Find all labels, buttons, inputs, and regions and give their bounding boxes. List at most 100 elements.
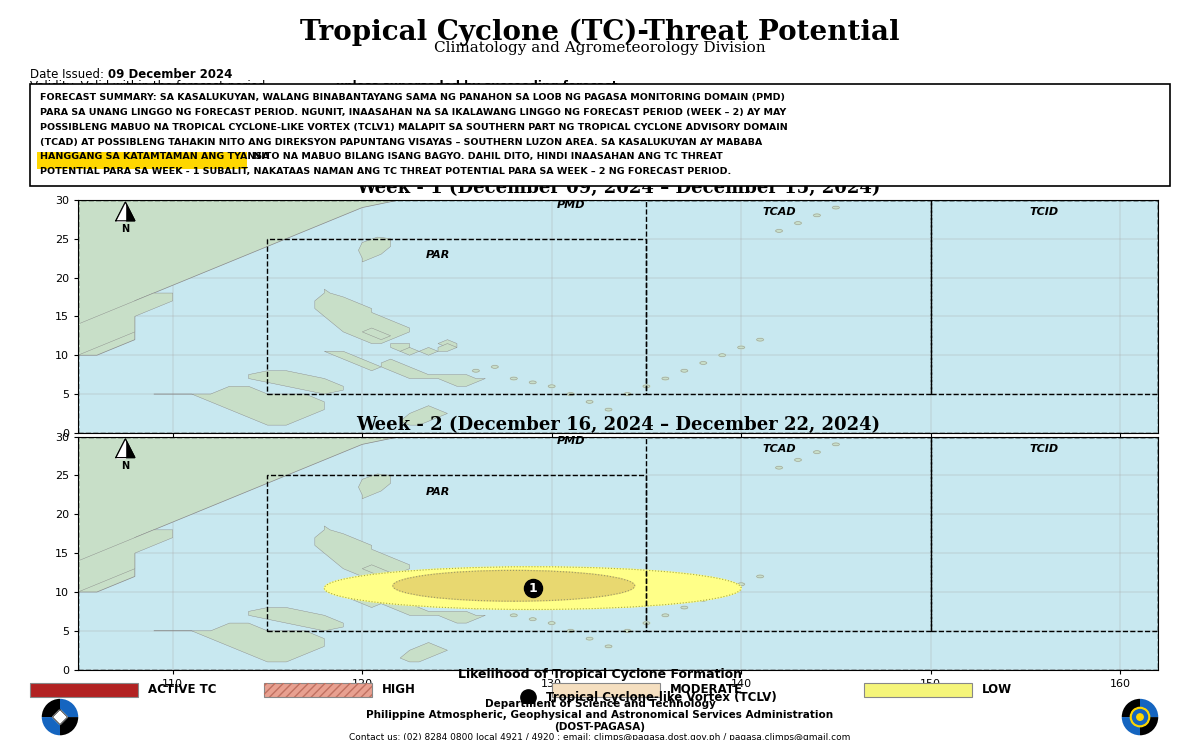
Circle shape	[529, 618, 536, 621]
Wedge shape	[60, 699, 78, 717]
Bar	[552, 683, 660, 697]
Circle shape	[833, 206, 839, 209]
Ellipse shape	[324, 567, 742, 610]
Polygon shape	[248, 608, 343, 630]
Text: Department of Science and Technology: Department of Science and Technology	[485, 699, 715, 710]
Bar	[647, 437, 931, 630]
Text: Validity: Valid within the forecast period,: Validity: Valid within the forecast peri…	[30, 80, 272, 93]
Text: N: N	[121, 461, 130, 471]
Circle shape	[510, 614, 517, 616]
Circle shape	[473, 369, 479, 372]
Circle shape	[1136, 714, 1144, 720]
Circle shape	[568, 393, 574, 395]
Text: TCID: TCID	[1030, 207, 1058, 218]
Circle shape	[757, 575, 763, 578]
Circle shape	[662, 614, 668, 616]
Circle shape	[643, 622, 650, 625]
Polygon shape	[391, 343, 409, 352]
Text: LOW: LOW	[982, 684, 1012, 696]
Circle shape	[757, 338, 763, 341]
Text: unless superseded by succeeding forecast.: unless superseded by succeeding forecast…	[336, 80, 622, 93]
Text: PMD: PMD	[557, 437, 584, 446]
Circle shape	[548, 622, 556, 625]
Polygon shape	[116, 202, 125, 221]
Polygon shape	[438, 576, 457, 585]
Circle shape	[586, 637, 593, 640]
Circle shape	[624, 630, 631, 632]
Text: POSSIBLENG MABUO NA TROPICAL CYCLONE-LIKE VORTEX (TCLV1) MALAPIT SA SOUTHERN PAR: POSSIBLENG MABUO NA TROPICAL CYCLONE-LIK…	[40, 123, 787, 132]
Polygon shape	[382, 596, 485, 623]
Text: PAR: PAR	[426, 487, 450, 497]
Polygon shape	[116, 439, 125, 457]
Wedge shape	[42, 717, 60, 736]
Bar	[264, 683, 372, 697]
Ellipse shape	[392, 571, 635, 601]
Polygon shape	[419, 585, 438, 592]
Text: ACTIVE TC: ACTIVE TC	[148, 684, 216, 696]
Text: (TCAD) AT POSSIBLENG TAHAKIN NITO ANG DIREKSYON PAPUNTANG VISAYAS – SOUTHERN LUZ: (TCAD) AT POSSIBLENG TAHAKIN NITO ANG DI…	[40, 138, 762, 147]
Polygon shape	[314, 526, 409, 580]
Polygon shape	[419, 348, 438, 355]
Polygon shape	[116, 439, 134, 457]
Text: MODERATE: MODERATE	[670, 684, 743, 696]
Text: PAR: PAR	[426, 250, 450, 260]
Polygon shape	[400, 348, 419, 355]
Text: Date Issued:: Date Issued:	[30, 68, 108, 81]
Polygon shape	[116, 202, 134, 221]
Circle shape	[492, 602, 498, 605]
Circle shape	[529, 381, 536, 384]
Title: Week - 2 (December 16, 2024 – December 22, 2024): Week - 2 (December 16, 2024 – December 2…	[356, 416, 880, 434]
Circle shape	[662, 377, 668, 380]
Wedge shape	[60, 717, 78, 736]
Bar	[268, 475, 647, 630]
Bar	[931, 200, 1158, 394]
Circle shape	[814, 214, 821, 217]
Polygon shape	[78, 293, 173, 355]
Bar	[268, 239, 647, 394]
Polygon shape	[362, 328, 391, 340]
Polygon shape	[314, 289, 409, 343]
Bar	[647, 200, 931, 394]
Circle shape	[719, 354, 726, 357]
Text: TCAD: TCAD	[762, 207, 796, 218]
Text: PMD: PMD	[557, 200, 584, 209]
Circle shape	[719, 591, 726, 593]
Circle shape	[510, 377, 517, 380]
Polygon shape	[382, 359, 485, 386]
Wedge shape	[1140, 717, 1158, 736]
Circle shape	[814, 451, 821, 454]
Circle shape	[738, 583, 744, 585]
Bar	[864, 683, 972, 697]
Circle shape	[586, 400, 593, 403]
Polygon shape	[78, 530, 173, 592]
Text: HIGH: HIGH	[382, 684, 415, 696]
Circle shape	[624, 393, 631, 395]
Text: TCAD: TCAD	[762, 444, 796, 454]
Polygon shape	[154, 386, 324, 425]
Wedge shape	[1122, 699, 1140, 717]
Title: Week - 1 (December 09, 2024 – December 15, 2024): Week - 1 (December 09, 2024 – December 1…	[356, 179, 880, 197]
Wedge shape	[42, 699, 60, 717]
Circle shape	[794, 222, 802, 224]
Circle shape	[1133, 710, 1147, 724]
Circle shape	[680, 606, 688, 609]
Text: N: N	[121, 224, 130, 234]
Circle shape	[1130, 707, 1150, 727]
Polygon shape	[438, 343, 457, 352]
Polygon shape	[78, 184, 400, 355]
Text: Philippine Atmospheric, Geophysical and Astronomical Services Administration: Philippine Atmospheric, Geophysical and …	[366, 710, 834, 721]
Bar	[931, 437, 1158, 630]
Polygon shape	[400, 406, 448, 425]
Circle shape	[605, 645, 612, 648]
Circle shape	[775, 229, 782, 232]
Wedge shape	[1122, 717, 1140, 736]
Wedge shape	[1140, 699, 1158, 717]
Text: Climatology and Agrometeorology Division: Climatology and Agrometeorology Division	[434, 41, 766, 55]
Text: HANGGANG SA KATAMTAMAN ANG TYANSA: HANGGANG SA KATAMTAMAN ANG TYANSA	[40, 152, 269, 161]
Text: POTENTIAL PARA SA WEEK - 1 SUBALIT, NAKATAAS NAMAN ANG TC THREAT POTENTIAL PARA : POTENTIAL PARA SA WEEK - 1 SUBALIT, NAKA…	[40, 167, 731, 176]
Polygon shape	[53, 710, 67, 724]
Circle shape	[680, 369, 688, 372]
Circle shape	[833, 443, 839, 445]
Polygon shape	[154, 623, 324, 662]
Polygon shape	[359, 474, 391, 499]
